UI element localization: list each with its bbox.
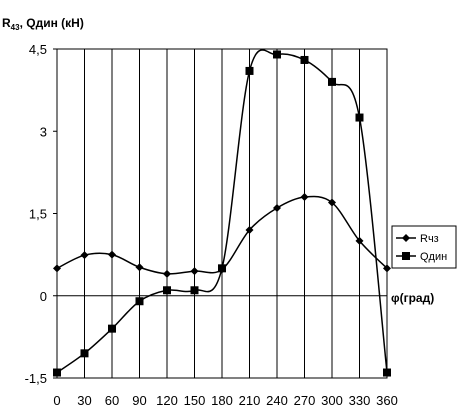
x-tick-label: 120	[156, 393, 178, 408]
grid-lines	[84, 49, 360, 378]
legend-label: Rчз	[420, 233, 439, 245]
data-point	[135, 297, 144, 306]
data-point	[245, 225, 254, 234]
data-point	[53, 368, 61, 377]
y-tick-label: 1,5	[29, 207, 47, 222]
x-tick-label: 360	[376, 393, 398, 408]
x-tick-labels: 0 30 60 90 120 150 180 210 240 270 300 330 360	[53, 393, 397, 408]
y-tick-label: -1,5	[25, 371, 47, 386]
x-tick-label: 330	[349, 393, 371, 408]
x-axis-label: φ(град)	[391, 291, 434, 305]
legend: Rчз Qдин	[391, 225, 457, 269]
y-tick-label: 4,5	[29, 42, 47, 57]
legend-box	[391, 225, 457, 269]
x-tick-label: 210	[239, 393, 261, 408]
x-tick-label: 0	[53, 393, 60, 408]
x-tick-label: 240	[266, 393, 288, 408]
data-point	[163, 286, 171, 295]
legend-marker	[402, 234, 410, 242]
legend-marker	[402, 252, 410, 260]
data-point	[383, 368, 391, 377]
series-line	[56, 49, 388, 374]
data-point	[53, 264, 61, 273]
data-point	[108, 250, 116, 259]
data-point	[218, 264, 226, 273]
series-group	[53, 49, 391, 377]
y-axis-label: R43, Qдин (кН)	[2, 16, 84, 32]
data-point	[135, 263, 144, 272]
data-point	[328, 198, 336, 207]
data-point	[190, 267, 199, 276]
data-point	[300, 55, 309, 64]
data-point	[273, 50, 281, 59]
data-point	[300, 193, 309, 202]
x-tick-label: 150	[184, 393, 206, 408]
data-point	[163, 269, 171, 278]
x-tick-label: 300	[321, 393, 343, 408]
y-tick-labels: -1,5 0 1,5 3 4,5	[25, 42, 57, 386]
y-tick-label: 3	[40, 124, 47, 139]
data-point	[328, 77, 336, 86]
x-tick-label: 270	[294, 393, 316, 408]
data-point	[108, 324, 116, 333]
data-point	[80, 349, 89, 358]
data-point	[80, 251, 89, 260]
data-point	[273, 204, 281, 213]
x-tick-label: 30	[77, 393, 91, 408]
data-point	[355, 236, 364, 245]
data-point	[383, 264, 391, 273]
series-2	[53, 49, 391, 377]
legend-label: Qдин	[420, 251, 447, 263]
data-point	[190, 286, 199, 295]
data-point	[355, 113, 364, 122]
x-tick-label: 60	[105, 393, 119, 408]
x-tick-label: 180	[211, 393, 233, 408]
y-tick-label: 0	[40, 289, 47, 304]
x-tick-label: 90	[132, 393, 146, 408]
data-point	[245, 66, 254, 75]
